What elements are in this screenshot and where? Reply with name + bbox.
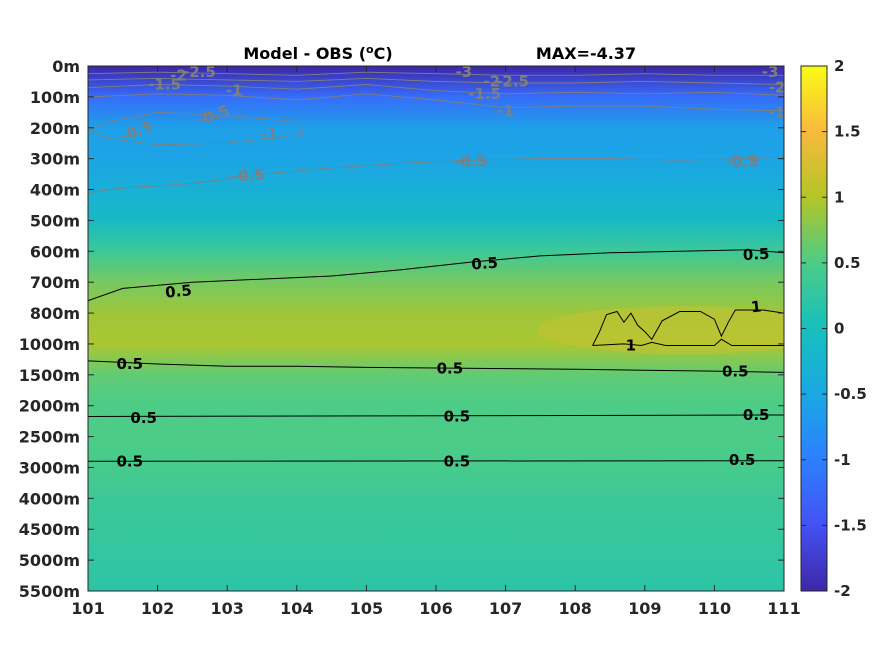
- contour-label-26: -2.5: [496, 72, 529, 90]
- contour-line-4: [592, 309, 784, 346]
- y-tick-label-1: 100m: [30, 88, 80, 107]
- contour-label-9: 0.5: [444, 408, 471, 426]
- y-axis: 0m 100m 200m 300m 400m 500m 600m 700m 800m 1000m 1…: [19, 57, 784, 601]
- colorbar-tick-label-6: -1: [834, 451, 851, 469]
- chart-title: Model - OBS (oC): [243, 43, 392, 63]
- y-tick-label-6: 600m: [30, 242, 80, 261]
- colorbar: 2 1.5 1 0.5 0 -0.5 -1 -1.5 -2: [800, 57, 867, 600]
- contour-line-3: [88, 460, 784, 462]
- y-tick-label-12: 2500m: [19, 428, 80, 447]
- x-tick-label-2: 103: [210, 599, 243, 618]
- x-tick-label-4: 105: [350, 599, 383, 618]
- y-tick-label-14: 4000m: [19, 489, 80, 508]
- contour-label-15: -0.5: [454, 153, 487, 171]
- contour-line-0: [88, 249, 784, 302]
- contour-line-10: [88, 77, 784, 85]
- contour-label-12: 0.5: [444, 452, 471, 470]
- contour-label-2: 0.5: [742, 245, 769, 264]
- chart-max-label: MAX=-4.37: [536, 44, 636, 63]
- contour-line-11: [88, 71, 784, 76]
- contour-label-13: 0.5: [729, 451, 756, 469]
- y-tick-label-5: 500m: [30, 211, 80, 230]
- heatmap-variations: [536, 306, 784, 355]
- contour-label-25: -2.5: [183, 63, 216, 81]
- contour-label-14: -0.5: [231, 165, 265, 185]
- contour-label-17: -1: [226, 82, 243, 100]
- colorbar-tick-label-5: -0.5: [834, 385, 867, 403]
- contour-label-21: -1.5: [468, 85, 501, 103]
- contour-label-6: 0.5: [437, 360, 464, 378]
- contour-labels: 0.5 0.5 0.5 1 1 0.5 0.5 0.5 0.5 0.5 0.5 0.5 0.5 0.5 -0…: [117, 63, 786, 470]
- colorbar-tick-label-2: 1: [834, 188, 844, 206]
- x-tick-label-10: 111: [767, 599, 800, 618]
- plot-area: 0.5 0.5 0.5 1 1 0.5 0.5 0.5 0.5 0.5 0.5 0.5 0.5 0.5 -0…: [87, 63, 786, 592]
- y-tick-label-15: 4500m: [19, 520, 80, 539]
- y-tick-label-4: 400m: [30, 181, 80, 200]
- y-tick-label-0: 0m: [52, 57, 80, 76]
- contour-label-22: -2: [170, 66, 187, 84]
- x-tick-label-8: 109: [628, 599, 661, 618]
- y-tick-label-11: 2000m: [19, 397, 80, 416]
- x-tick-label-7: 108: [558, 599, 591, 618]
- heatmap-field: [88, 66, 784, 591]
- contour-label-23: -2: [483, 72, 500, 90]
- x-tick-label-3: 104: [280, 599, 313, 618]
- y-tick-label-9: 1000m: [19, 335, 80, 354]
- y-tick-label-10: 1500m: [19, 366, 80, 385]
- x-tick-label-0: 101: [71, 599, 104, 618]
- y-tick-label-2: 200m: [30, 119, 80, 138]
- colorbar-tick-label-7: -1.5: [834, 516, 867, 534]
- x-tick-label-6: 107: [489, 599, 522, 618]
- colorbar-tick-label-4: 0: [834, 320, 844, 338]
- contour-label-18: -1: [497, 102, 514, 120]
- colorbar-tick-label-8: -2: [834, 582, 851, 600]
- contour-label-11: 0.5: [117, 452, 144, 470]
- contour-label-16: -0.5: [726, 153, 759, 171]
- y-tick-label-13: 3000m: [19, 458, 80, 477]
- contour-line-8: [88, 93, 784, 112]
- contour-lines: [88, 71, 784, 462]
- contour-line-5: [592, 338, 784, 347]
- x-tick-label-1: 102: [141, 599, 174, 618]
- contour-label-27: -3: [455, 63, 472, 81]
- x-tick-label-9: 110: [698, 599, 731, 618]
- contour-label-10: 0.5: [743, 406, 770, 424]
- contour-line-1: [88, 360, 784, 373]
- contour-label-8: 0.5: [130, 409, 157, 427]
- contour-label-5: 0.5: [117, 355, 144, 373]
- y-tick-label-17: 5500m: [19, 582, 80, 601]
- contour-label-3: 1: [750, 297, 762, 316]
- contour-line-6: [88, 156, 784, 194]
- contour-label-31: -1: [261, 125, 278, 143]
- colorbar-ticks: 2 1.5 1 0.5 0 -0.5 -1 -1.5 -2: [801, 57, 867, 600]
- y-tick-label-8: 800m: [30, 304, 80, 323]
- colorbar-tick-label-1: 1.5: [834, 123, 861, 141]
- contour-label-24: -2: [769, 79, 786, 97]
- contour-label-4: 1: [626, 337, 636, 355]
- contour-label-1: 0.5: [471, 254, 499, 274]
- contour-line-7: [88, 111, 305, 146]
- heatmap-warm-core: [536, 306, 784, 355]
- colorbar-tick-label-0: 2: [834, 57, 844, 75]
- contour-label-19: -1: [769, 103, 786, 121]
- y-tick-label-3: 300m: [30, 150, 80, 169]
- contour-line-2: [88, 414, 784, 417]
- x-tick-label-5: 106: [419, 599, 452, 618]
- contour-label-28: -3: [762, 63, 779, 81]
- contour-label-20: -1.5: [148, 76, 181, 94]
- colorbar-tick-label-3: 0.5: [834, 254, 861, 272]
- x-axis: 101 102 103 104 105 106 107 108 109 110 111: [71, 66, 801, 618]
- contour-label-7: 0.5: [722, 363, 749, 381]
- y-tick-label-16: 5000m: [19, 551, 80, 570]
- contour-line-9: [88, 84, 784, 96]
- y-tick-label-7: 700m: [30, 273, 80, 292]
- contour-label-0: 0.5: [164, 281, 192, 302]
